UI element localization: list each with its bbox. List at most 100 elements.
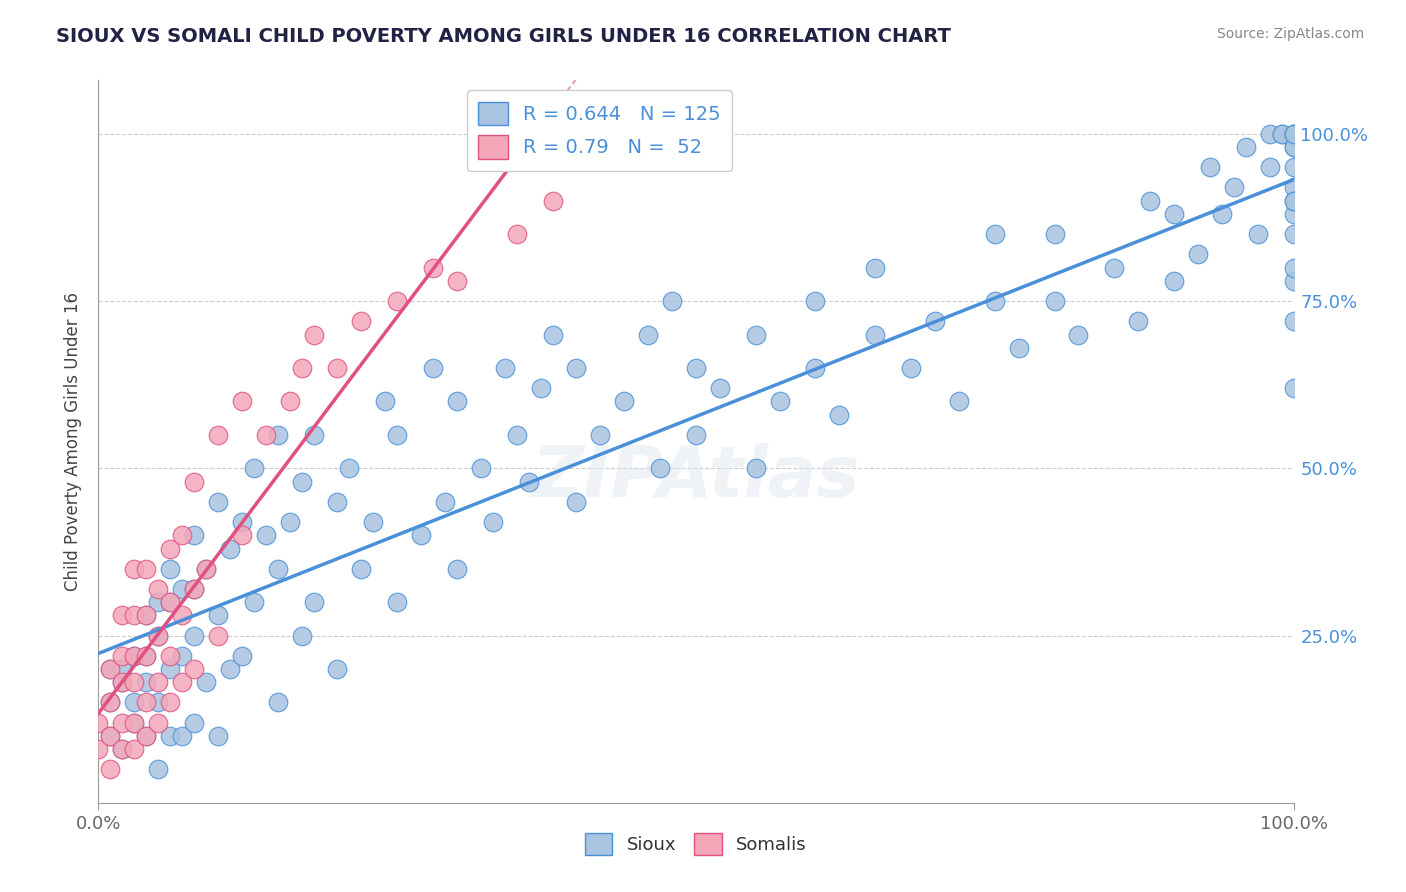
Point [828, 408, 851, 422]
Point [434, 494, 457, 508]
Point [326, 361, 349, 376]
Point [924, 314, 946, 328]
Point [98, 662, 122, 676]
Point [254, 528, 277, 542]
Y-axis label: Child Poverty Among Girls Under 16: Child Poverty Among Girls Under 16 [65, 292, 83, 591]
Point [302, 327, 325, 342]
Point [768, 394, 790, 409]
Point [135, 608, 157, 623]
Point [243, 595, 266, 609]
Point [183, 582, 205, 596]
Point [267, 427, 290, 442]
Text: ZIPAtlas: ZIPAtlas [531, 443, 860, 512]
Point [1271, 127, 1294, 141]
Point [183, 715, 205, 730]
Point [183, 528, 205, 542]
Point [1282, 314, 1305, 328]
Point [1282, 381, 1305, 395]
Point [231, 394, 253, 409]
Point [159, 562, 181, 576]
Point [254, 427, 277, 442]
Point [291, 475, 314, 489]
Point [159, 662, 181, 676]
Point [135, 608, 157, 623]
Point [411, 528, 433, 542]
Point [111, 675, 134, 690]
Point [111, 662, 134, 676]
Point [1163, 207, 1185, 221]
Point [207, 608, 229, 623]
Point [446, 274, 468, 288]
Point [984, 294, 1007, 309]
Point [1163, 274, 1185, 288]
Point [207, 628, 229, 642]
Point [243, 461, 266, 475]
Text: Source: ZipAtlas.com: Source: ZipAtlas.com [1216, 27, 1364, 41]
Point [422, 260, 444, 275]
Point [135, 648, 157, 663]
Point [1139, 194, 1161, 208]
Point [506, 427, 529, 442]
Point [302, 595, 325, 609]
Point [517, 475, 540, 489]
Point [98, 662, 122, 676]
Point [1234, 140, 1257, 154]
Point [374, 394, 396, 409]
Point [302, 427, 325, 442]
Point [1247, 227, 1270, 242]
Point [111, 608, 134, 623]
Point [135, 562, 157, 576]
Point [1282, 140, 1305, 154]
Point [219, 662, 242, 676]
Point [87, 715, 110, 730]
Point [326, 662, 349, 676]
Point [135, 675, 157, 690]
Point [124, 696, 146, 710]
Point [124, 648, 146, 663]
Point [278, 394, 301, 409]
Point [984, 227, 1007, 242]
Point [1282, 194, 1305, 208]
Point [530, 381, 553, 395]
Point [98, 696, 122, 710]
Point [98, 696, 122, 710]
Point [1043, 294, 1066, 309]
Point [148, 595, 170, 609]
Point [172, 608, 194, 623]
Point [494, 361, 516, 376]
Point [87, 742, 110, 756]
Point [339, 461, 361, 475]
Point [1282, 207, 1305, 221]
Point [385, 294, 409, 309]
Point [637, 327, 659, 342]
Point [267, 562, 290, 576]
Point [183, 628, 205, 642]
Point [148, 582, 170, 596]
Point [124, 675, 146, 690]
Point [685, 361, 707, 376]
Point [865, 327, 887, 342]
Text: SIOUX VS SOMALI CHILD POVERTY AMONG GIRLS UNDER 16 CORRELATION CHART: SIOUX VS SOMALI CHILD POVERTY AMONG GIRL… [56, 27, 950, 45]
Point [541, 194, 564, 208]
Point [446, 394, 468, 409]
Point [231, 528, 253, 542]
Point [385, 427, 409, 442]
Point [148, 715, 170, 730]
Point [148, 628, 170, 642]
Point [124, 742, 146, 756]
Point [219, 541, 242, 556]
Point [111, 742, 134, 756]
Point [124, 608, 146, 623]
Point [1282, 194, 1305, 208]
Point [207, 427, 229, 442]
Point [278, 515, 301, 529]
Point [900, 361, 922, 376]
Point [1282, 127, 1305, 141]
Point [446, 562, 468, 576]
Point [172, 582, 194, 596]
Point [183, 582, 205, 596]
Point [98, 729, 122, 743]
Point [541, 327, 564, 342]
Point [613, 394, 636, 409]
Point [148, 675, 170, 690]
